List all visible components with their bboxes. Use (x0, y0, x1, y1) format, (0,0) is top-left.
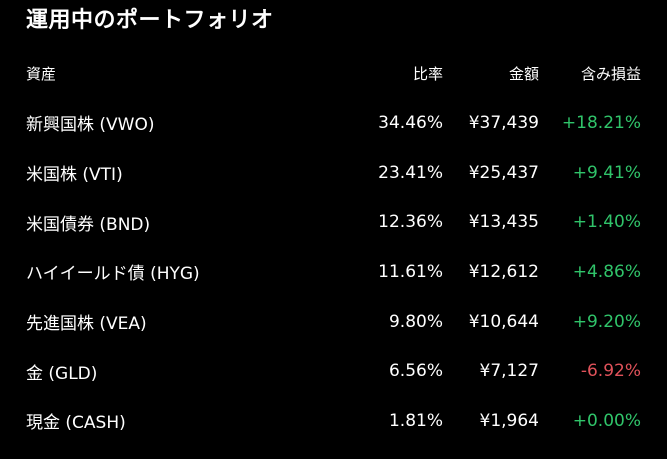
asset-amount: ¥13,435 (468, 212, 539, 233)
asset-name: 米国債券 (BND) (26, 214, 151, 235)
asset-gain: +18.21% (561, 112, 641, 133)
portfolio-table: 資産 比率 金額 含み損益 新興国株 (VWO) 34.46% ¥37,439 … (26, 58, 641, 446)
asset-ratio: 23.41% (378, 162, 443, 183)
asset-ratio: 34.46% (378, 112, 443, 133)
header-asset: 資産 (26, 64, 57, 83)
table-row[interactable]: 金 (GLD) 6.56% ¥7,127 -6.92% (26, 346, 641, 396)
header-ratio: 比率 (412, 64, 443, 83)
asset-ratio: 9.80% (388, 311, 443, 332)
asset-amount: ¥37,439 (468, 112, 539, 133)
asset-amount: ¥1,964 (479, 410, 539, 431)
asset-gain: +0.00% (572, 410, 641, 431)
asset-name: 新興国株 (VWO) (26, 115, 155, 136)
table-row[interactable]: 米国債券 (BND) 12.36% ¥13,435 +1.40% (26, 197, 641, 247)
asset-gain: -6.92% (580, 361, 641, 382)
asset-amount: ¥7,127 (479, 361, 539, 382)
table-header: 資産 比率 金額 含み損益 (26, 58, 641, 88)
header-amount: 金額 (508, 64, 539, 83)
page-title: 運用中のポートフォリオ (26, 8, 274, 33)
asset-amount: ¥25,437 (468, 162, 539, 183)
asset-amount: ¥12,612 (468, 261, 539, 282)
asset-gain: +9.20% (572, 311, 641, 332)
asset-ratio: 6.56% (388, 361, 443, 382)
asset-name: 現金 (CASH) (26, 413, 126, 434)
table-row[interactable]: 新興国株 (VWO) 34.46% ¥37,439 +18.21% (26, 98, 641, 148)
table-row[interactable]: 先進国株 (VEA) 9.80% ¥10,644 +9.20% (26, 297, 641, 347)
table-row[interactable]: 米国株 (VTI) 23.41% ¥25,437 +9.41% (26, 148, 641, 198)
asset-name: 金 (GLD) (26, 363, 98, 384)
asset-ratio: 1.81% (388, 410, 443, 431)
asset-gain: +1.40% (572, 212, 641, 233)
asset-name: 米国株 (VTI) (26, 165, 123, 186)
asset-gain: +4.86% (572, 261, 641, 282)
table-row[interactable]: ハイイールド債 (HYG) 11.61% ¥12,612 +4.86% (26, 247, 641, 297)
header-gain: 含み損益 (580, 64, 641, 83)
asset-ratio: 12.36% (378, 212, 443, 233)
asset-amount: ¥10,644 (468, 311, 539, 332)
asset-gain: +9.41% (572, 162, 641, 183)
table-row[interactable]: 現金 (CASH) 1.81% ¥1,964 +0.00% (26, 396, 641, 446)
asset-name: 先進国株 (VEA) (26, 314, 147, 335)
asset-name: ハイイールド債 (HYG) (26, 264, 200, 285)
asset-ratio: 11.61% (378, 261, 443, 282)
